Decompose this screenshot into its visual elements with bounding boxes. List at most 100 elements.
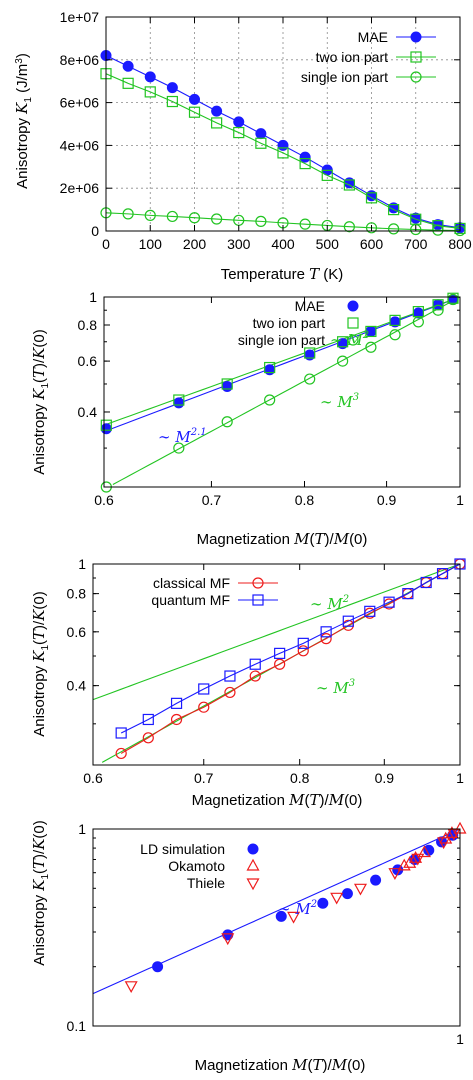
y-tick-label: 0.4 bbox=[78, 404, 98, 420]
legend-marker bbox=[246, 858, 260, 871]
data-point bbox=[297, 645, 309, 657]
data-point bbox=[388, 223, 400, 235]
data-point bbox=[388, 204, 400, 216]
x-axis-label: Magnetization M(T)/M(0) bbox=[192, 791, 363, 809]
data-point bbox=[317, 897, 329, 909]
data-point bbox=[122, 60, 134, 72]
x-tick-label: 300 bbox=[227, 236, 251, 252]
x-tick-label: 0.8 bbox=[290, 770, 310, 786]
legend-marker bbox=[252, 577, 264, 589]
y-tick-label: 1 bbox=[78, 556, 86, 572]
data-point bbox=[370, 874, 382, 886]
data-point bbox=[152, 961, 164, 973]
data-point bbox=[320, 626, 332, 638]
fit-line-exponent-3 bbox=[112, 296, 461, 485]
y-tick-label: 0.8 bbox=[67, 586, 87, 602]
data-point bbox=[330, 892, 344, 905]
data-point bbox=[410, 223, 422, 236]
legend-marker bbox=[347, 317, 359, 329]
data-point bbox=[388, 868, 402, 880]
data-point bbox=[166, 210, 178, 223]
x-tick-label: 0.9 bbox=[377, 492, 397, 508]
x-tick-label: 700 bbox=[404, 236, 428, 252]
data-point bbox=[420, 576, 432, 589]
fit-annotation: ∼ M2 bbox=[310, 594, 349, 613]
data-point bbox=[275, 910, 287, 922]
legend-label: two ion part bbox=[253, 315, 325, 331]
data-point bbox=[337, 355, 349, 367]
data-point bbox=[402, 588, 414, 600]
panel-temperature-anisotropy: 0 100 200 300 400 500 600 700 800 0 2e+06 4e+06 6e+0… bbox=[13, 9, 472, 283]
plot-frame bbox=[92, 828, 461, 1027]
data-point bbox=[432, 224, 444, 236]
data-point bbox=[274, 647, 286, 659]
x-tick-label: 0.6 bbox=[94, 492, 114, 508]
y-axis-label: Anisotropy K1(T)/K(0) bbox=[30, 591, 51, 737]
grid-lines bbox=[106, 17, 460, 231]
data-point bbox=[274, 658, 286, 670]
fit-annotation: ∼ M2.1 bbox=[158, 427, 207, 446]
data-point bbox=[304, 373, 316, 385]
data-point bbox=[277, 147, 289, 159]
fit-line-exponent-2.1 bbox=[103, 296, 461, 433]
legend-label: quantum MF bbox=[151, 592, 230, 608]
data-point bbox=[343, 177, 355, 189]
x-tick-label: 500 bbox=[316, 236, 340, 252]
data-point bbox=[299, 218, 311, 230]
legend-label: classical MF bbox=[153, 575, 230, 591]
series-thiele bbox=[124, 828, 461, 994]
plot-frame bbox=[92, 563, 461, 766]
y-tick-label: 0.8 bbox=[78, 317, 98, 333]
legend-marker bbox=[252, 594, 264, 606]
data-point bbox=[342, 615, 354, 627]
data-point bbox=[389, 329, 401, 341]
y-tick-label: 2e+06 bbox=[60, 180, 100, 196]
data-point bbox=[170, 713, 183, 726]
y-tick-label: 0.6 bbox=[67, 624, 87, 640]
data-point bbox=[341, 888, 353, 900]
data-point bbox=[255, 137, 267, 149]
x-tick-label: 100 bbox=[139, 236, 163, 252]
x-tick-label: 800 bbox=[448, 236, 472, 252]
series-quantum-mf bbox=[115, 558, 466, 739]
data-point bbox=[397, 858, 411, 871]
x-axis-label: Temperature T (K) bbox=[221, 265, 344, 283]
axis-ticks: 0.6 0.7 0.8 0.9 1 0.4 0.6 0.8 1 bbox=[78, 289, 465, 508]
data-point bbox=[255, 215, 267, 227]
series-line bbox=[120, 563, 461, 734]
data-point bbox=[277, 139, 289, 151]
data-point bbox=[412, 316, 424, 328]
y-tick-label: 1 bbox=[89, 289, 97, 305]
fit-line-exponent-2 bbox=[92, 563, 461, 701]
x-axis-label: Magnetization M(T)/M(0) bbox=[195, 1056, 366, 1074]
data-point bbox=[255, 128, 267, 140]
x-tick-label: 1 bbox=[456, 1031, 464, 1047]
legend-marker bbox=[410, 71, 422, 83]
data-point bbox=[188, 212, 201, 224]
data-point bbox=[249, 670, 261, 682]
fit-annotation: ∼ M3 bbox=[320, 392, 359, 411]
legend-label: two ion part bbox=[316, 49, 388, 65]
x-tick-label: 1 bbox=[456, 492, 464, 508]
data-point bbox=[447, 293, 459, 306]
x-tick-label: 0.8 bbox=[295, 492, 315, 508]
data-point bbox=[188, 106, 201, 118]
axis-ticks: 0.6 0.7 0.8 0.9 1 0.4 0.6 0.8 1 bbox=[67, 556, 465, 786]
axis-ticks: 10.11 bbox=[67, 821, 465, 1047]
annotations: ∼ M2.1 bbox=[278, 899, 327, 918]
series-two-ion-part bbox=[100, 68, 466, 235]
y-tick-label: 1e+07 bbox=[60, 9, 100, 25]
x-tick-label: 200 bbox=[183, 236, 207, 252]
data-point bbox=[224, 670, 236, 682]
y-tick-label: 0.6 bbox=[78, 353, 98, 369]
data-point bbox=[115, 747, 127, 760]
data-point bbox=[166, 82, 178, 94]
data-point bbox=[198, 701, 210, 713]
legend-label: single ion part bbox=[238, 332, 325, 348]
